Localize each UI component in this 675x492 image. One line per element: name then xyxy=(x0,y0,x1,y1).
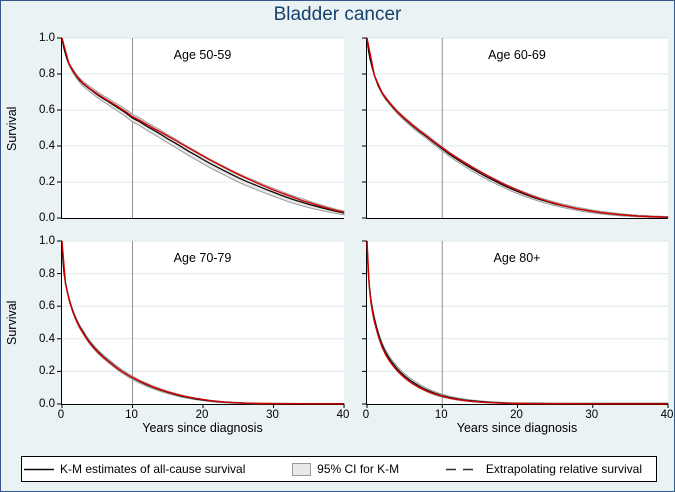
plot-canvas xyxy=(362,240,669,408)
panel-age-50-59: Age 50-59 1.0 0.8 0.6 0.4 0.2 0.0 xyxy=(39,32,345,224)
x-tick-label: 0 xyxy=(57,409,65,421)
plot-area xyxy=(57,240,345,408)
y-tick-label: 0.2 xyxy=(39,365,55,378)
y-tick-label: 0.6 xyxy=(39,300,55,313)
panel-title: Age 60-69 xyxy=(488,48,546,62)
legend-label: Extrapolating relative survival xyxy=(485,462,642,476)
panel-title: Age 50-59 xyxy=(173,48,232,62)
legend-label: K-M estimates of all-cause survival xyxy=(60,462,246,476)
x-tick-label: 40 xyxy=(660,409,674,421)
x-tick-label: 30 xyxy=(266,409,279,421)
panel-age-60-69: Age 60-69 xyxy=(362,37,669,219)
extrapolation-curve xyxy=(61,37,345,213)
plot-canvas xyxy=(362,37,669,219)
legend-label: 95% CI for K-M xyxy=(317,462,400,476)
km-curve xyxy=(61,37,345,214)
km-curve xyxy=(61,240,344,405)
y-tick-label: 0.8 xyxy=(39,68,55,80)
x-tick-label: 30 xyxy=(585,409,599,421)
extrapolation-curve xyxy=(366,37,669,218)
plot-canvas xyxy=(57,37,345,219)
x-axis-title-left: Years since diagnosis xyxy=(142,421,263,435)
ci-box-swatch xyxy=(292,462,312,476)
plot-area xyxy=(57,37,345,219)
legend: K-M estimates of all-cause survival 95% … xyxy=(21,456,657,482)
extrapolation-curve xyxy=(61,240,344,405)
y-tick-label: 1.0 xyxy=(39,235,55,247)
x-axis-title-right: Years since diagnosis xyxy=(456,421,578,435)
y-tick-label: 0.6 xyxy=(39,104,55,116)
y-tick-label: 0.8 xyxy=(39,267,55,280)
ci-band xyxy=(366,37,669,219)
x-tick-label: 10 xyxy=(434,409,448,421)
legend-item-extrapolation: Extrapolating relative survival xyxy=(445,462,642,476)
legend-item-ci: 95% CI for K-M xyxy=(292,462,399,476)
panel-title: Age 80+ xyxy=(493,251,541,265)
x-tick-label: 10 xyxy=(125,409,138,421)
plot-area xyxy=(362,240,669,408)
x-tick-label: 40 xyxy=(336,409,350,421)
panel-title: Age 70-79 xyxy=(173,251,232,265)
plot-area xyxy=(362,37,669,219)
y-tick-label: 0.4 xyxy=(39,140,55,152)
y-tick-label: 1.0 xyxy=(39,32,55,44)
extrapolation-curve xyxy=(366,240,668,405)
x-tick-label: 0 xyxy=(362,409,370,421)
y-tick-label: 0.2 xyxy=(39,176,55,188)
y-axis-title-top: Survival xyxy=(5,106,19,151)
y-tick-label: 0.4 xyxy=(39,332,55,345)
ci-band xyxy=(61,240,345,405)
x-tick-label: 20 xyxy=(195,409,209,421)
ci-band xyxy=(366,240,669,405)
plot-canvas xyxy=(57,240,345,408)
figure-title: Bladder cancer xyxy=(273,4,402,25)
ci-band xyxy=(61,37,345,216)
km-solid-line-swatch xyxy=(24,468,54,470)
y-axis-title-bottom: Survival xyxy=(5,300,19,346)
panel-age-70-79: Age 70-79 1.0 0.8 0.6 0.4 0.2 0.0 0 10 20 30 40 xyxy=(39,235,349,421)
y-tick-label: 0.0 xyxy=(39,212,55,224)
y-tick-label: 0.0 xyxy=(39,398,55,410)
panel-age-80plus: Age 80+ 0 10 20 30 40 xyxy=(362,240,673,421)
legend-item-km: K-M estimates of all-cause survival xyxy=(24,462,245,476)
x-tick-label: 20 xyxy=(510,409,523,421)
extrapolation-dashed-line-swatch xyxy=(445,468,480,470)
